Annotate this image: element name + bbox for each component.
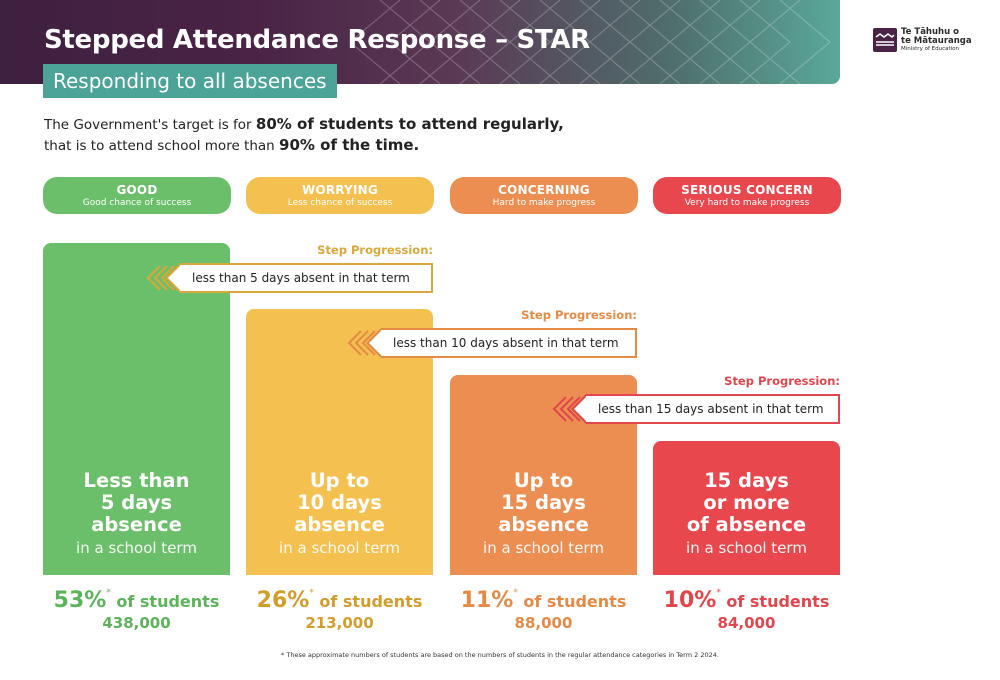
stat-asterisk: * bbox=[106, 588, 111, 598]
stat-percent: 53% bbox=[53, 588, 107, 613]
stat-count: 213,000 bbox=[305, 614, 374, 632]
column-main-line: 15 days bbox=[501, 491, 586, 514]
column-main-line: absence bbox=[91, 513, 182, 536]
step-progression-label: Step Progression: bbox=[317, 243, 433, 257]
stat-of-students: of students bbox=[313, 592, 423, 611]
intro-bold-2: 90% of the time. bbox=[279, 136, 420, 154]
step-progression-box: less than 5 days absent in that term bbox=[165, 263, 433, 293]
page-title: Stepped Attendance Response – STAR bbox=[44, 25, 590, 55]
column-good: Less than 5 days absence in a school ter… bbox=[43, 243, 230, 575]
column-main-line: 10 days bbox=[297, 491, 382, 514]
step-progression-text: less than 10 days absent in that term bbox=[393, 336, 619, 350]
column-main-line: 5 days bbox=[100, 491, 173, 514]
column-main-line: of absence bbox=[686, 513, 807, 536]
stat-percent: 11% bbox=[460, 588, 514, 613]
step-progression-box: less than 15 days absent in that term bbox=[571, 394, 840, 424]
category-title: WORRYING bbox=[302, 183, 378, 197]
logo-line-3: Ministry of Education bbox=[901, 46, 960, 52]
category-subtitle: Less chance of success bbox=[287, 198, 393, 208]
step-progression-text: less than 15 days absent in that term bbox=[598, 402, 824, 416]
step-progression-label: Step Progression: bbox=[724, 374, 840, 388]
category-serious-concern: SERIOUS CONCERN Very hard to make progre… bbox=[653, 177, 841, 214]
column-main-line: Up to bbox=[513, 469, 574, 492]
stat-asterisk: * bbox=[513, 588, 518, 598]
category-subtitle: Very hard to make progress bbox=[684, 198, 810, 208]
category-title: CONCERNING bbox=[498, 183, 590, 197]
stat-serious-concern: 10%* of students 84,000 bbox=[653, 588, 840, 632]
column-main-line: or more bbox=[703, 491, 790, 514]
column-concerning: Up to 15 days absence in a school term bbox=[450, 375, 637, 575]
stat-concerning: 11%* of students 88,000 bbox=[450, 588, 637, 632]
column-serious-concern: 15 days or more of absence in a school t… bbox=[653, 441, 840, 575]
category-title: GOOD bbox=[116, 183, 158, 197]
column-main-line: 15 days bbox=[704, 469, 789, 492]
banner-pattern bbox=[349, 0, 831, 84]
footnote: * These approximate numbers of students … bbox=[281, 651, 719, 659]
step-progression-box: less than 10 days absent in that term bbox=[366, 328, 637, 358]
intro-part-1: The Government's target is for bbox=[44, 117, 256, 133]
stat-count: 84,000 bbox=[717, 614, 776, 632]
step-progression-label: Step Progression: bbox=[521, 308, 637, 322]
column-main-line: absence bbox=[498, 513, 589, 536]
category-concerning: CONCERNING Hard to make progress bbox=[450, 177, 638, 214]
column-main-line: Up to bbox=[309, 469, 370, 492]
ministry-logo: Te Tāhuhu o te Mātauranga Ministry of Ed… bbox=[873, 28, 972, 53]
stat-percent: 26% bbox=[256, 588, 310, 613]
column-main-line: Less than bbox=[83, 469, 190, 492]
category-title: SERIOUS CONCERN bbox=[681, 183, 813, 197]
column-sub: in a school term bbox=[483, 539, 604, 557]
stat-good: 53%* of students 438,000 bbox=[43, 588, 230, 632]
category-worrying: WORRYING Less chance of success bbox=[246, 177, 434, 214]
stat-of-students: of students bbox=[720, 592, 830, 611]
stat-of-students: of students bbox=[110, 592, 220, 611]
stat-count: 88,000 bbox=[514, 614, 573, 632]
column-main-line: absence bbox=[294, 513, 385, 536]
intro-text: The Government's target is for 80% of st… bbox=[44, 114, 644, 156]
stat-percent: 10% bbox=[663, 588, 717, 613]
stat-asterisk: * bbox=[716, 588, 721, 598]
stat-count: 438,000 bbox=[102, 614, 171, 632]
intro-part-2: that is to attend school more than bbox=[44, 138, 280, 154]
column-sub: in a school term bbox=[686, 539, 807, 557]
intro-bold-1: 80% of students to attend regularly, bbox=[255, 115, 564, 133]
stat-of-students: of students bbox=[517, 592, 627, 611]
ministry-logo-icon bbox=[873, 28, 897, 52]
column-sub: in a school term bbox=[76, 539, 197, 557]
stat-worrying: 26%* of students 213,000 bbox=[246, 588, 433, 632]
category-good: GOOD Good chance of success bbox=[43, 177, 231, 214]
category-subtitle: Hard to make progress bbox=[492, 198, 596, 208]
category-subtitle: Good chance of success bbox=[82, 198, 192, 208]
column-sub: in a school term bbox=[279, 539, 400, 557]
logo-line-2: te Mātauranga bbox=[901, 36, 972, 46]
logo-line-1: Te Tāhuhu o bbox=[901, 27, 959, 37]
step-progression-text: less than 5 days absent in that term bbox=[192, 271, 410, 285]
stat-asterisk: * bbox=[309, 588, 314, 598]
page-subtitle: Responding to all absences bbox=[43, 64, 337, 98]
